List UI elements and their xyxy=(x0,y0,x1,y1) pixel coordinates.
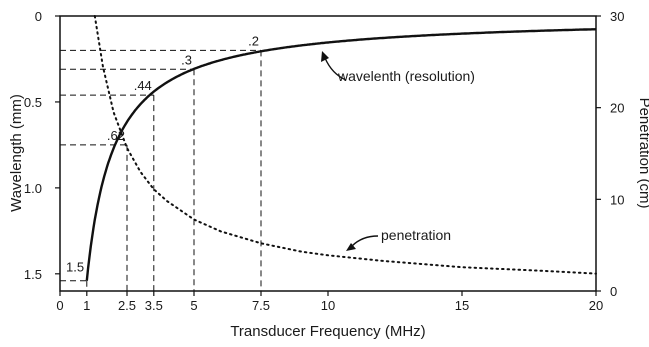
x-tick-label: 0 xyxy=(56,298,63,313)
y-right-tick-label: 10 xyxy=(610,192,624,207)
x-tick-label: 3.5 xyxy=(145,298,163,313)
wavelength-arrow xyxy=(324,57,347,81)
penetration-series-label: penetration xyxy=(381,227,451,243)
x-tick-label: 15 xyxy=(455,298,469,313)
x-tick-label: 1 xyxy=(83,298,90,313)
ticks: 0 1 2.5 3.5 5 7.5 10 15 20 0 0.5 1.0 1.5 0 10 20 30 xyxy=(24,9,625,313)
wavelength-curve xyxy=(85,28,597,281)
penetration-curve xyxy=(93,15,597,275)
point-labels: 1.5 .62 .44 .3 .2 xyxy=(66,33,259,274)
penetration-annotation: penetration xyxy=(346,227,451,251)
x-tick-label: 20 xyxy=(589,298,603,313)
ref-point-label: .3 xyxy=(181,52,192,67)
penetration-arrowhead xyxy=(346,243,356,251)
x-tick-label: 2.5 xyxy=(118,298,136,313)
y-right-tick-label: 0 xyxy=(610,284,617,299)
wavelength-annotation: wavelenth (resolution) xyxy=(321,51,475,84)
y-left-tick-label: 0 xyxy=(35,9,42,24)
y-axis-right-label: Penetration (cm) xyxy=(636,98,649,209)
y-right-tick-label: 20 xyxy=(610,101,624,116)
wavelength-arrowhead xyxy=(321,51,329,62)
x-tick-label: 10 xyxy=(321,298,335,313)
reference-lines xyxy=(60,49,262,291)
ref-point-label: .2 xyxy=(248,33,259,48)
y-left-tick-label: 1.0 xyxy=(24,181,42,196)
y-left-tick-label: 0.5 xyxy=(24,95,42,110)
series-lines xyxy=(85,15,597,281)
y-right-tick-label: 30 xyxy=(610,9,624,24)
y-axis-left-label: Wavelength (mm) xyxy=(8,94,25,212)
ref-point-label: 1.5 xyxy=(66,260,84,275)
ref-point-label: .62 xyxy=(107,128,125,143)
penetration-arrow xyxy=(351,235,379,247)
x-axis-label: Transducer Frequency (MHz) xyxy=(230,323,425,340)
x-tick-label: 5 xyxy=(190,298,197,313)
wavelength-series-label: wavelenth (resolution) xyxy=(337,68,475,84)
x-tick-label: 7.5 xyxy=(252,298,270,313)
ref-point-label: .44 xyxy=(134,78,152,93)
y-left-tick-label: 1.5 xyxy=(24,267,42,282)
